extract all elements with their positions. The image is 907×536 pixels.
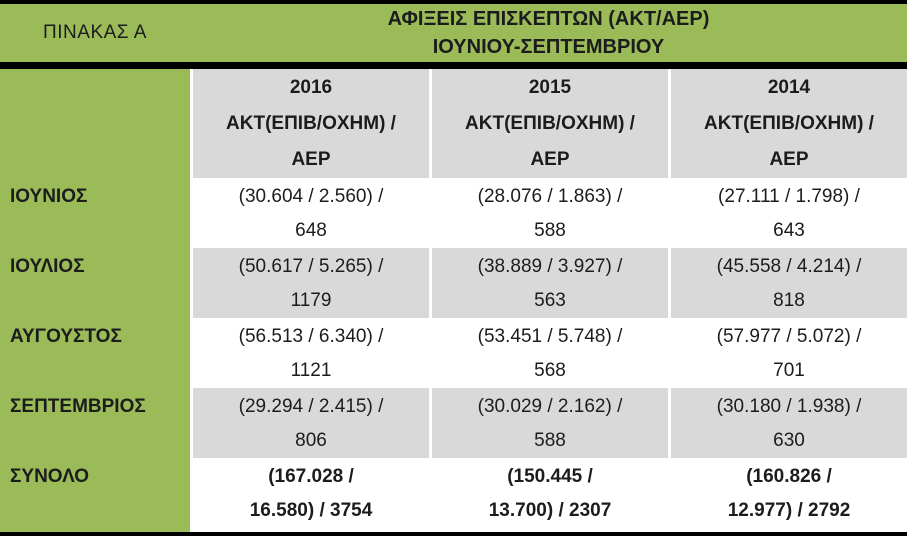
value-line: 588 (534, 430, 566, 451)
value-line: 1121 (290, 360, 332, 381)
table-row-total: ΣΥΝΟΛΟ (167.028 / 16.580) / 3754 (150.44… (0, 458, 907, 532)
value-line: (45.558 / 4.214) / (716, 256, 862, 277)
total-value-cell: (167.028 / 16.580) / 3754 (190, 458, 429, 532)
value-line: (38.889 / 3.927) / (477, 256, 623, 277)
value-line: (29.294 / 2.415) / (238, 396, 384, 417)
column-header-2015: 2015 ΑΚΤ(ΕΠΙΒ/ΟΧΗΜ) / ΑΕΡ (429, 69, 668, 178)
year-label: 2016 (289, 77, 333, 98)
value-line: 1179 (290, 290, 332, 311)
table-row-july: ΙΟΥΛΙΟΣ (50.617 / 5.265) / 1179 (38.889 … (0, 248, 907, 318)
value-line: (150.445 / (507, 466, 593, 487)
column-header-2016: 2016 ΑΚΤ(ΕΠΙΒ/ΟΧΗΜ) / ΑΕΡ (190, 69, 429, 178)
value-cell: (57.977 / 5.072) / 701 (668, 318, 907, 388)
value-line: (53.451 / 5.748) / (477, 326, 623, 347)
row-label: ΑΥΓΟΥΣΤΟΣ (0, 318, 190, 388)
column-subheader: ΑΕΡ (769, 149, 809, 170)
column-subheader: ΑΚΤ(ΕΠΙΒ/ΟΧΗΜ) / (226, 113, 396, 134)
value-line: (167.028 / (268, 466, 354, 487)
title-line-1: ΑΦΙΞΕΙΣ ΕΠΙΣΚΕΠΤΩΝ (ΑΚΤ/ΑΕΡ) (387, 8, 710, 30)
row-label: ΣΥΝΟΛΟ (0, 458, 190, 532)
value-cell: (30.180 / 1.938) / 630 (668, 388, 907, 458)
column-header-2014: 2014 ΑΚΤ(ΕΠΙΒ/ΟΧΗΜ) / ΑΕΡ (668, 69, 907, 178)
value-line: 818 (773, 290, 805, 311)
value-line: 701 (773, 360, 805, 381)
value-cell: (45.558 / 4.214) / 818 (668, 248, 907, 318)
row-label: ΣΕΠΤΕΜΒΡΙΟΣ (0, 388, 190, 458)
year-label: 2015 (528, 77, 572, 98)
value-line: (50.617 / 5.265) / (238, 256, 384, 277)
value-line: 630 (773, 430, 805, 451)
value-line: (56.513 / 6.340) / (238, 326, 384, 347)
value-line: 16.580) / 3754 (249, 500, 373, 521)
value-cell: (38.889 / 3.927) / 563 (429, 248, 668, 318)
value-line: 648 (295, 220, 327, 241)
value-cell: (30.604 / 2.560) / 648 (190, 178, 429, 248)
value-cell: (56.513 / 6.340) / 1121 (190, 318, 429, 388)
value-line: 13.700) / 2307 (488, 500, 612, 521)
value-line: (30.604 / 2.560) / (238, 186, 384, 207)
header-empty-cell (0, 69, 190, 178)
value-cell: (29.294 / 2.415) / 806 (190, 388, 429, 458)
value-line: 643 (773, 220, 805, 241)
table-row-september: ΣΕΠΤΕΜΒΡΙΟΣ (29.294 / 2.415) / 806 (30.0… (0, 388, 907, 458)
column-subheader: ΑΕΡ (291, 149, 331, 170)
year-label: 2014 (767, 77, 811, 98)
value-line: 563 (534, 290, 566, 311)
column-subheader: ΑΕΡ (530, 149, 570, 170)
value-line: (30.029 / 2.162) / (477, 396, 623, 417)
value-cell: (30.029 / 2.162) / 588 (429, 388, 668, 458)
value-line: (27.111 / 1.798) / (718, 186, 860, 207)
value-line: 568 (534, 360, 566, 381)
table-row-june: ΙΟΥΝΙΟΣ (30.604 / 2.560) / 648 (28.076 /… (0, 178, 907, 248)
total-value-cell: (150.445 / 13.700) / 2307 (429, 458, 668, 532)
title-divider (0, 62, 907, 69)
row-label: ΙΟΥΛΙΟΣ (0, 248, 190, 318)
title-band: ΠΙΝΑΚΑΣ Α ΑΦΙΞΕΙΣ ΕΠΙΣΚΕΠΤΩΝ (ΑΚΤ/ΑΕΡ) Ι… (0, 4, 907, 62)
value-line: (28.076 / 1.863) / (477, 186, 623, 207)
column-subheader: ΑΚΤ(ΕΠΙΒ/ΟΧΗΜ) / (704, 113, 874, 134)
value-line: (30.180 / 1.938) / (716, 396, 862, 417)
value-cell: (50.617 / 5.265) / 1179 (190, 248, 429, 318)
value-line: 588 (534, 220, 566, 241)
table-row-august: ΑΥΓΟΥΣΤΟΣ (56.513 / 6.340) / 1121 (53.45… (0, 318, 907, 388)
value-cell: (27.111 / 1.798) / 643 (668, 178, 907, 248)
value-line: 806 (295, 430, 327, 451)
header-row: 2016 ΑΚΤ(ΕΠΙΒ/ΟΧΗΜ) / ΑΕΡ 2015 ΑΚΤ(ΕΠΙΒ/… (0, 69, 907, 178)
value-line: (57.977 / 5.072) / (716, 326, 862, 347)
row-label: ΙΟΥΝΙΟΣ (0, 178, 190, 248)
title-line-2: ΙΟΥΝΙΟΥ-ΣΕΠΤΕΜΒΡΙΟΥ (432, 36, 665, 58)
table-title: ΑΦΙΞΕΙΣ ΕΠΙΣΚΕΠΤΩΝ (ΑΚΤ/ΑΕΡ) ΙΟΥΝΙΟΥ-ΣΕΠ… (190, 4, 907, 62)
value-cell: (28.076 / 1.863) / 588 (429, 178, 668, 248)
value-line: (160.826 / (746, 466, 832, 487)
value-line: 12.977) / 2792 (727, 500, 851, 521)
value-cell: (53.451 / 5.748) / 568 (429, 318, 668, 388)
total-value-cell: (160.826 / 12.977) / 2792 (668, 458, 907, 532)
column-subheader: ΑΚΤ(ΕΠΙΒ/ΟΧΗΜ) / (465, 113, 635, 134)
corner-label: ΠΙΝΑΚΑΣ Α (0, 4, 190, 62)
